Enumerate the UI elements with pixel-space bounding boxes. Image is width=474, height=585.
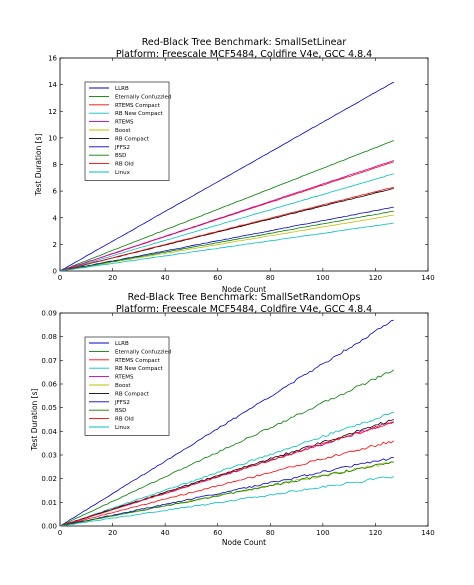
legend-label-bsd: BSD: [115, 408, 126, 414]
x-tick-label: 0: [58, 274, 62, 282]
chart-title: Red-Black Tree Benchmark: SmallSetLinear: [142, 37, 347, 48]
x-tick-label: 0: [58, 529, 62, 537]
x-tick-label: 20: [108, 274, 117, 282]
x-tick-label: 140: [421, 529, 434, 537]
x-axis-label: Node Count: [222, 538, 266, 547]
legend-label-jffs2: JFFS2: [114, 145, 130, 151]
chart-title: Red-Black Tree Benchmark: SmallSetRandom…: [128, 292, 361, 303]
series-line-jffs2: [59, 206, 394, 272]
series-line-linux: [59, 475, 395, 527]
x-tick-label: 80: [266, 529, 275, 537]
y-tick-label: 0.05: [41, 404, 57, 412]
legend-label-rb-compact: RB Compact: [115, 391, 150, 397]
y-tick-label: 10: [48, 134, 57, 142]
legend-label-llrb: LLRB: [115, 86, 129, 92]
series-line-linux: [59, 222, 394, 272]
y-tick-label: 0.07: [41, 357, 57, 365]
legend-label-rb-new-compact: RB New Compact: [115, 111, 164, 117]
x-tick-label: 20: [108, 529, 117, 537]
legend-label-rtems: RTEMS: [115, 120, 134, 126]
legend-label-linux: Linux: [115, 425, 131, 431]
y-axis-label: Test Duration [s]: [34, 133, 43, 196]
legend-label-rb-new-compact: RB New Compact: [115, 366, 164, 372]
chart-subtitle: Platform: Freescale MCF5484, Coldfire V4…: [116, 49, 372, 60]
x-tick-label: 140: [421, 274, 434, 282]
series-line-llrb: [59, 81, 394, 272]
legend-label-llrb: LLRB: [115, 341, 129, 347]
legend-label-rb-compact: RB Compact: [115, 136, 150, 142]
y-tick-label: 0.03: [41, 452, 57, 460]
series-line-rb-compact: [59, 419, 394, 527]
legend-label-rb-old: RB Old: [115, 417, 134, 423]
series-line-rb-old: [59, 186, 394, 272]
x-tick-label: 100: [316, 529, 329, 537]
y-tick-label: 4: [53, 214, 58, 222]
legend-label-rtems-compact: RTEMS Compact: [115, 103, 161, 109]
y-tick-label: 0: [53, 268, 57, 276]
legend-label-boost: Boost: [115, 383, 131, 389]
x-axis-label: Node Count: [222, 285, 266, 294]
chart-linear: Red-Black Tree Benchmark: SmallSetLinear…: [34, 37, 435, 294]
x-tick-label: 40: [161, 274, 170, 282]
series-line-rb-old: [59, 421, 394, 527]
series-line-eternally-confuzzled: [59, 140, 394, 272]
y-tick-label: 6: [53, 188, 58, 196]
x-tick-label: 100: [316, 274, 329, 282]
y-tick-label: 16: [48, 55, 57, 63]
series-line-rtems-compact: [59, 440, 395, 527]
legend-label-rtems-compact: RTEMS Compact: [115, 358, 161, 364]
y-tick-label: 2: [53, 241, 57, 249]
y-tick-label: 0.08: [41, 333, 57, 341]
x-tick-label: 120: [369, 529, 382, 537]
y-tick-label: 0.06: [41, 381, 57, 389]
y-tick-label: 0.04: [41, 428, 57, 436]
series-line-bsd: [59, 210, 394, 272]
legend-label-rb-old: RB Old: [115, 162, 134, 168]
x-tick-label: 60: [213, 274, 222, 282]
series-line-boost: [59, 214, 394, 272]
y-tick-label: 0.09: [41, 310, 57, 318]
series-line-eternally-confuzzled: [59, 369, 395, 527]
legend-label-linux: Linux: [115, 170, 131, 176]
x-tick-label: 120: [369, 274, 382, 282]
legend-label-rtems: RTEMS: [115, 375, 134, 381]
y-tick-label: 0.00: [41, 523, 57, 531]
legend-label-eternally-confuzzled: Eternally Confuzzled: [115, 94, 171, 100]
series-line-llrb: [59, 319, 394, 527]
y-tick-label: 0.02: [41, 475, 57, 483]
x-tick-label: 60: [213, 529, 222, 537]
x-tick-label: 80: [266, 274, 275, 282]
legend-label-boost: Boost: [115, 128, 131, 134]
legend-label-bsd: BSD: [115, 153, 126, 159]
y-tick-label: 14: [48, 81, 57, 89]
y-axis-label: Test Duration [s]: [30, 388, 39, 451]
y-tick-label: 8: [53, 161, 57, 169]
series-line-rb-new-compact: [59, 412, 394, 527]
y-tick-label: 12: [48, 108, 57, 116]
legend-label-jffs2: JFFS2: [114, 400, 130, 406]
plot-area: [59, 312, 429, 527]
chart-randomops: Red-Black Tree Benchmark: SmallSetRandom…: [30, 292, 435, 547]
x-tick-label: 40: [161, 529, 170, 537]
legend-label-eternally-confuzzled: Eternally Confuzzled: [115, 349, 171, 355]
series-line-rb-new-compact: [59, 173, 394, 272]
chart-subtitle: Platform: Freescale MCF5484, Coldfire V4…: [116, 304, 372, 315]
y-tick-label: 0.01: [41, 499, 57, 507]
series-line-bsd: [59, 461, 394, 527]
series-line-rtems: [59, 160, 394, 272]
series-line-jffs2: [59, 457, 394, 527]
